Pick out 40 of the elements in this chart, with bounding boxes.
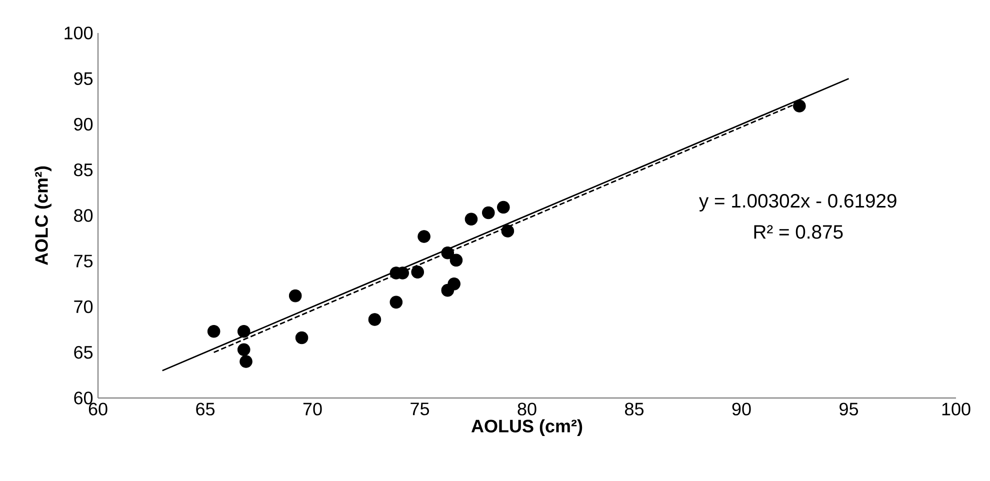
- x-tick-label: 75: [410, 402, 430, 416]
- point: [390, 296, 403, 309]
- point: [793, 100, 806, 112]
- point: [450, 254, 463, 267]
- point: [288, 289, 302, 302]
- point: [441, 246, 454, 260]
- x-axis-title: AOLUS (cm²): [471, 419, 582, 436]
- point: [237, 324, 250, 338]
- y-tick-label: 85: [74, 163, 93, 176]
- x-tick-label: 60: [88, 402, 108, 416]
- y-tick-label: 65: [74, 346, 93, 359]
- annotation: R² = 0.875: [754, 225, 843, 239]
- x-tick-label: 95: [840, 402, 858, 416]
- point: [464, 212, 478, 226]
- point: [501, 224, 514, 238]
- point: [497, 200, 510, 214]
- x-tick-label: 85: [625, 402, 644, 416]
- y-axis-title: AOLC (cm²): [34, 166, 52, 266]
- point: [482, 206, 495, 220]
- y-tick-label: 90: [74, 118, 93, 131]
- point: [240, 355, 252, 368]
- point: [207, 324, 220, 338]
- y-tick-label: 80: [74, 209, 93, 222]
- y-tick-label: 70: [74, 300, 93, 314]
- x-tick-label: 100: [942, 402, 970, 416]
- annotation: y = 1.00302x - 0.61929: [699, 194, 896, 212]
- point: [237, 343, 250, 356]
- point: [368, 313, 382, 326]
- point: [448, 278, 460, 290]
- point: [411, 266, 424, 278]
- x-tick-label: 70: [303, 402, 322, 416]
- y-tick-label: 95: [74, 72, 93, 85]
- y-tick-label: 75: [74, 254, 93, 268]
- y-tick-label: 60: [74, 392, 93, 404]
- x-tick-label: 90: [732, 402, 751, 416]
- y-tick-label: 100: [64, 26, 93, 40]
- x-tick-label: 80: [518, 402, 536, 416]
- point: [418, 230, 430, 243]
- point: [295, 331, 308, 344]
- x-tick-label: 65: [196, 402, 215, 416]
